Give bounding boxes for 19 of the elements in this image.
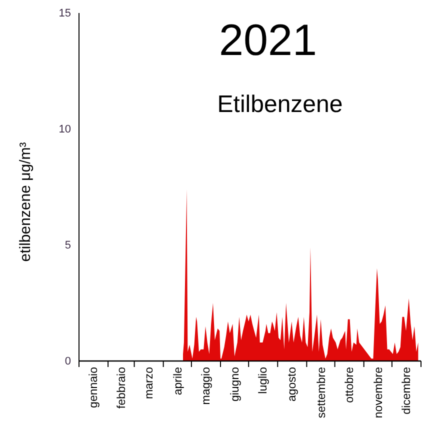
- x-tick-label: settembre: [316, 367, 328, 418]
- y-tick-label: 0: [64, 356, 71, 368]
- y-tick-label: 5: [64, 240, 71, 252]
- chart-title: 2021: [219, 16, 317, 65]
- x-tick-label: dicembre: [401, 367, 414, 414]
- x-tick-label: agosto: [286, 367, 299, 402]
- x-tick-label: febbraio: [116, 367, 128, 409]
- x-tick-label: novembre: [372, 367, 385, 418]
- y-axis-title: etilbenzene μg/m³: [17, 142, 34, 262]
- x-tick-label: marzo: [143, 367, 156, 399]
- x-tick-label: maggio: [200, 367, 213, 405]
- x-tick-label: gennaio: [88, 367, 100, 408]
- y-tick-label: 10: [58, 124, 71, 136]
- y-tick-label: 15: [58, 8, 71, 20]
- text: Etilbenzene: [217, 91, 343, 118]
- x-tick-label: ottobre: [344, 367, 356, 403]
- x-tick-label: luglio: [258, 367, 270, 394]
- x-tick-label: aprile: [172, 367, 184, 396]
- x-tick-label: giugno: [230, 367, 242, 402]
